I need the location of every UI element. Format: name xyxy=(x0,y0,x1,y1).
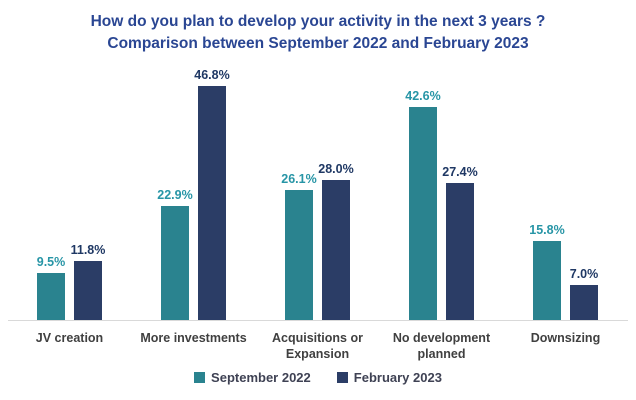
bar-february-2023-more-investments xyxy=(198,86,226,320)
bar-value-label-september-2022-acquisitions-or-expansion: 26.1% xyxy=(281,171,317,186)
category-label-no-development-planned: No development planned xyxy=(392,331,491,361)
bar-september-2022-more-investments xyxy=(161,205,189,320)
chart-title-line2: Comparison between September 2022 and Fe… xyxy=(107,35,529,52)
bar-february-2023-downsizing xyxy=(570,285,598,320)
category-label-acquisitions-or-expansion: Acquisitions or Expansion xyxy=(272,331,363,361)
bar-value-label-february-2023-jv-creation: 11.8% xyxy=(70,243,106,257)
bar-value-label-february-2023-downsizing: 7.0% xyxy=(569,267,599,281)
bar-february-2023-jv-creation xyxy=(74,261,102,320)
bar-february-2023-acquisitions-or-expansion xyxy=(322,180,350,320)
bar-value-label-february-2023-more-investments: 46.8% xyxy=(194,68,230,82)
legend-swatch-february-2023-icon xyxy=(336,372,348,383)
bar-september-2022-jv-creation xyxy=(37,272,65,320)
legend-item-february-2023: February 2023 xyxy=(336,370,442,385)
bar-value-label-february-2023-no-development-planned: 27.4% xyxy=(442,165,478,179)
bar-september-2022-downsizing xyxy=(533,241,561,320)
category-label-jv-creation: JV creation xyxy=(35,331,104,345)
legend: September 2022 February 2023 xyxy=(0,370,636,385)
bar-september-2022-no-development-planned xyxy=(409,107,437,320)
bar-value-label-september-2022-downsizing: 15.8% xyxy=(529,223,565,237)
legend-item-september-2022: September 2022 xyxy=(194,370,311,385)
bar-value-label-september-2022-jv-creation: 9.5% xyxy=(36,254,66,269)
legend-label: February 2023 xyxy=(353,370,442,385)
bar-february-2023-no-development-planned xyxy=(446,183,474,320)
x-axis-line xyxy=(8,320,628,321)
bar-september-2022-acquisitions-or-expansion xyxy=(285,189,313,320)
category-label-more-investments: More investments xyxy=(140,331,247,345)
legend-swatch-september-2022-icon xyxy=(194,372,206,383)
chart-title-line1: How do you plan to develop your activity… xyxy=(90,13,546,30)
legend-label: September 2022 xyxy=(211,370,311,385)
category-label-downsizing: Downsizing xyxy=(530,331,601,345)
bar-value-label-february-2023-acquisitions-or-expansion: 28.0% xyxy=(318,162,354,176)
chart-title: How do you plan to develop your activity… xyxy=(0,11,636,55)
bar-value-label-september-2022-more-investments: 22.9% xyxy=(157,187,193,202)
bar-value-label-september-2022-no-development-planned: 42.6% xyxy=(405,89,441,103)
